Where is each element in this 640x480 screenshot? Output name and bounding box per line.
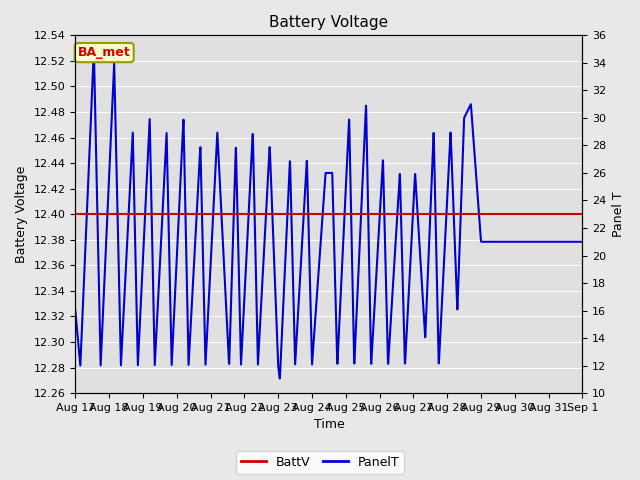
X-axis label: Time: Time: [314, 419, 344, 432]
Y-axis label: Panel T: Panel T: [612, 192, 625, 237]
Text: BA_met: BA_met: [78, 46, 131, 59]
Title: Battery Voltage: Battery Voltage: [269, 15, 388, 30]
Legend: BattV, PanelT: BattV, PanelT: [236, 451, 404, 474]
Y-axis label: Battery Voltage: Battery Voltage: [15, 166, 28, 263]
